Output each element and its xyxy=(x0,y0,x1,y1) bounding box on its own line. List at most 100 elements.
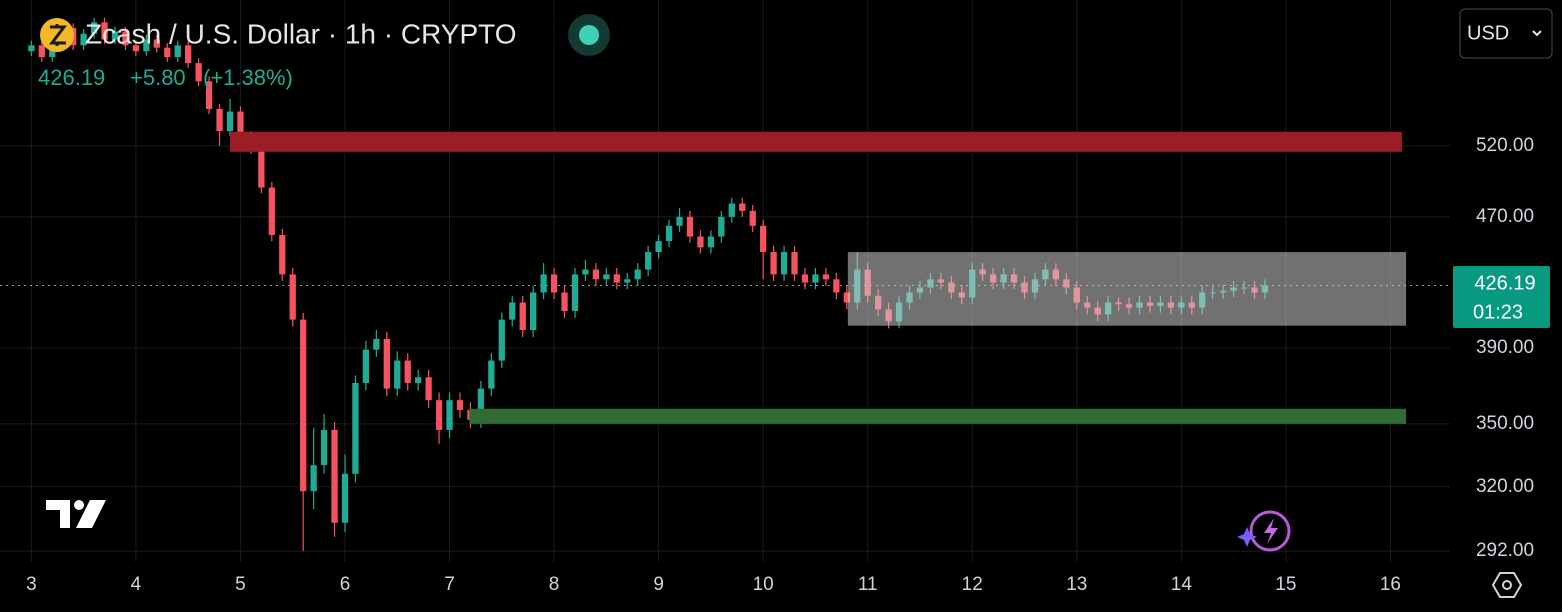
flash-icon[interactable] xyxy=(1237,510,1291,552)
x-tick-label: 3 xyxy=(26,574,37,595)
candle-body xyxy=(216,108,223,132)
y-tick-label: 350.00 xyxy=(1476,413,1534,434)
x-tick-label: 15 xyxy=(1275,574,1296,595)
candle-body xyxy=(822,274,830,280)
settings-button[interactable] xyxy=(1491,572,1523,598)
price-badge-box xyxy=(1453,266,1550,328)
x-tick-label: 13 xyxy=(1066,574,1087,595)
candle-body xyxy=(111,31,119,40)
candle-body xyxy=(80,33,87,46)
candle-body xyxy=(488,360,495,389)
candle-body xyxy=(122,31,129,46)
currency-label[interactable]: USD xyxy=(1467,22,1509,44)
zones xyxy=(229,131,1407,424)
candle-body xyxy=(686,216,694,237)
candle-body xyxy=(728,203,735,217)
price-zone xyxy=(229,131,1402,152)
price-badge: 426.19 01:23 xyxy=(1453,266,1550,328)
x-tick-label: 6 xyxy=(340,574,351,595)
x-tick-label: 12 xyxy=(962,574,983,595)
y-tick-label: 520.00 xyxy=(1476,135,1534,156)
axes: 292.00 320.00 350.00 390.00 470.00 520.00 3 4 5 6… xyxy=(26,135,1534,595)
candle-body xyxy=(205,81,213,109)
candle-body xyxy=(571,274,579,312)
y-tick-label: 320.00 xyxy=(1476,476,1534,497)
candle-body xyxy=(697,236,704,248)
currency-select[interactable]: USD xyxy=(1459,8,1553,59)
header: Zcash / U.S. Dollar · 1h · CRYPTO 426.19… xyxy=(38,14,610,90)
candle-body xyxy=(655,241,662,253)
candle-body xyxy=(561,292,568,312)
candle-body xyxy=(676,216,683,226)
price-zone xyxy=(469,408,1407,424)
x-tick-label: 8 xyxy=(549,574,560,595)
candle-body xyxy=(279,234,286,275)
candle-body xyxy=(373,338,380,350)
candle-body xyxy=(624,279,631,283)
candle-body xyxy=(770,252,777,275)
candle-body xyxy=(425,377,432,401)
candle-body xyxy=(185,45,192,64)
price-change: +5.80 xyxy=(130,65,186,90)
candle-body xyxy=(707,236,715,248)
candle-body xyxy=(456,400,464,410)
candle-body xyxy=(718,216,725,237)
market-status-dot xyxy=(579,25,599,45)
coin-logo-glyph xyxy=(49,24,67,46)
candle-body xyxy=(749,210,756,226)
x-tick-label: 10 xyxy=(753,574,774,595)
candle-body xyxy=(843,292,850,303)
candle-body xyxy=(435,400,443,430)
price-badge-countdown: 01:23 xyxy=(1473,301,1523,323)
candle-body xyxy=(258,148,265,188)
x-tick-label: 9 xyxy=(653,574,664,595)
candle-body xyxy=(362,349,370,383)
candle-body xyxy=(101,22,108,40)
price-badge-price: 426.19 xyxy=(1474,272,1535,294)
candle-body xyxy=(592,269,600,280)
candle-body xyxy=(153,39,160,48)
candle-body xyxy=(404,360,411,383)
x-tick-label: 7 xyxy=(444,574,455,595)
candle-body xyxy=(812,274,819,283)
candle-body xyxy=(300,319,307,492)
candle-body xyxy=(801,274,809,283)
candle-body xyxy=(320,429,328,466)
currency-button[interactable] xyxy=(1459,8,1553,59)
candle-body xyxy=(394,360,401,389)
candle-body xyxy=(665,225,673,242)
candle-body xyxy=(195,63,202,82)
candle-body xyxy=(132,45,140,52)
candle-body xyxy=(780,252,788,275)
last-price: 426.19 xyxy=(38,65,105,90)
candle-body xyxy=(331,429,338,523)
candle-body xyxy=(237,111,244,137)
candle-body xyxy=(498,319,505,361)
symbol-title: Zcash / U.S. Dollar · 1h · CRYPTO xyxy=(85,18,517,49)
candle-body xyxy=(383,338,390,389)
candle-body xyxy=(28,45,35,52)
x-tick-label: 14 xyxy=(1171,574,1193,595)
candle-body xyxy=(38,45,45,58)
candle-body xyxy=(582,269,589,275)
tradingview-logo xyxy=(46,500,106,528)
price-change-percent: (+1.38%) xyxy=(203,65,293,90)
y-tick-label: 470.00 xyxy=(1476,206,1534,227)
candle-body xyxy=(174,45,181,58)
candle-body xyxy=(341,473,349,523)
y-tick-label: 390.00 xyxy=(1476,337,1534,358)
candle-body xyxy=(645,252,652,270)
x-tick-label: 11 xyxy=(858,574,878,595)
price-zone xyxy=(847,252,1407,326)
candle-body xyxy=(164,47,171,58)
candle-body xyxy=(289,274,296,320)
candle-body xyxy=(509,302,516,320)
candle-body xyxy=(634,269,641,280)
candle-body xyxy=(530,292,537,331)
dropdown-chevron[interactable] xyxy=(1532,30,1542,37)
candle-body xyxy=(603,274,610,280)
candle-body xyxy=(739,203,746,211)
candle-body xyxy=(352,382,359,474)
